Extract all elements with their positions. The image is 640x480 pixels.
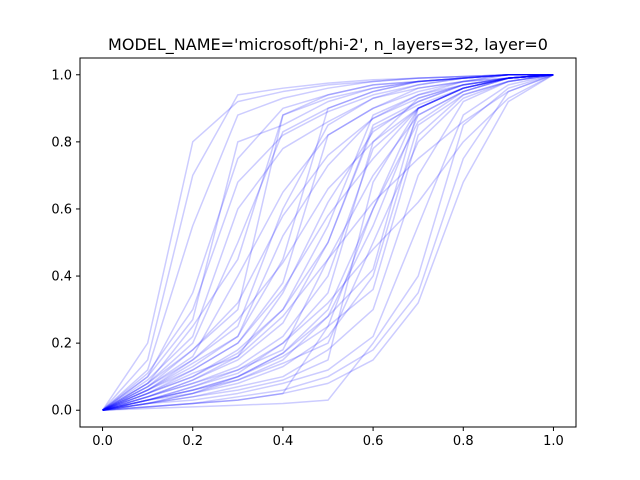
y-tick-label: 1.0 bbox=[51, 68, 72, 83]
series-line-0 bbox=[101, 74, 554, 411]
series-line-19 bbox=[102, 74, 554, 411]
x-tick-label: 0.4 bbox=[273, 434, 294, 449]
x-tick-label: 0.0 bbox=[92, 434, 113, 449]
y-tick-label: 0.0 bbox=[51, 404, 72, 419]
series-line-32 bbox=[102, 74, 554, 411]
y-tick-label: 0.6 bbox=[51, 202, 72, 217]
series-line-3 bbox=[102, 74, 554, 411]
series-line-17 bbox=[102, 74, 554, 411]
y-tick-label: 0.4 bbox=[51, 270, 72, 285]
series-line-6 bbox=[102, 74, 554, 411]
chart-title: MODEL_NAME='microsoft/phi-2', n_layers=3… bbox=[108, 35, 548, 55]
series-line-22 bbox=[102, 74, 554, 411]
series-line-9 bbox=[102, 74, 554, 411]
series-line-21 bbox=[102, 74, 554, 411]
series-line-1 bbox=[101, 74, 554, 411]
series-line-35 bbox=[102, 74, 554, 411]
series-line-11 bbox=[102, 74, 554, 411]
series-line-23 bbox=[102, 74, 554, 411]
series-line-30 bbox=[102, 74, 554, 411]
series-line-15 bbox=[102, 74, 554, 411]
series-line-33 bbox=[102, 74, 554, 411]
series-line-29 bbox=[102, 74, 554, 411]
x-axis-ticks: 0.0 0.2 0.4 0.6 0.8 1.0 bbox=[92, 427, 564, 449]
plot-frame bbox=[79, 57, 577, 428]
series-line-14 bbox=[102, 74, 554, 411]
series-line-26 bbox=[102, 74, 554, 411]
series-line-2 bbox=[102, 74, 554, 411]
series-line-4 bbox=[102, 74, 554, 411]
series-lines bbox=[101, 74, 554, 411]
x-tick-label: 0.6 bbox=[363, 434, 384, 449]
series-line-31 bbox=[102, 74, 554, 411]
series-line-24 bbox=[102, 74, 554, 411]
x-tick-label: 1.0 bbox=[543, 434, 564, 449]
y-axis-ticks: 0.0 0.2 0.4 0.6 0.8 1.0 bbox=[51, 68, 80, 419]
series-line-34 bbox=[102, 74, 554, 411]
series-line-28 bbox=[102, 74, 554, 411]
series-line-27 bbox=[102, 74, 554, 411]
series-line-37 bbox=[102, 74, 554, 411]
y-tick-label: 0.2 bbox=[51, 337, 72, 352]
x-tick-label: 0.8 bbox=[453, 434, 474, 449]
series-line-25 bbox=[102, 74, 554, 411]
series-line-10 bbox=[102, 74, 554, 411]
series-line-38 bbox=[102, 74, 554, 411]
series-line-12 bbox=[102, 74, 554, 411]
series-line-5 bbox=[102, 74, 554, 411]
series-line-39 bbox=[102, 74, 554, 411]
y-tick-label: 0.8 bbox=[51, 135, 72, 150]
series-line-18 bbox=[102, 74, 554, 411]
series-line-13 bbox=[102, 74, 554, 411]
series-line-8 bbox=[102, 74, 554, 411]
series-line-36 bbox=[102, 74, 554, 411]
x-tick-label: 0.2 bbox=[182, 434, 203, 449]
series-line-7 bbox=[102, 74, 554, 411]
series-line-16 bbox=[102, 74, 554, 411]
series-line-20 bbox=[102, 74, 554, 411]
